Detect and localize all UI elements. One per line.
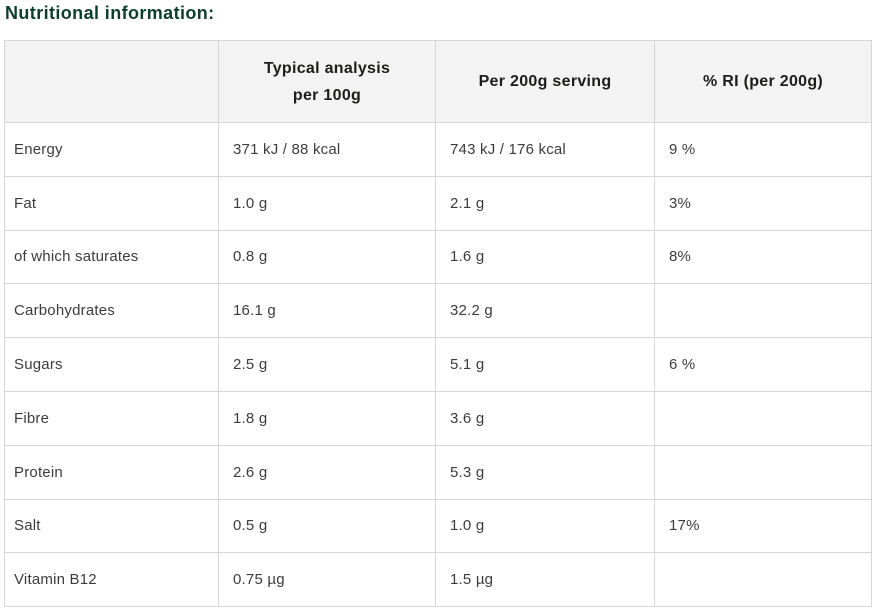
header-per-100g-line1: Typical analysis <box>263 59 391 77</box>
header-ri: % RI (per 200g) <box>654 40 872 123</box>
cell-per-200g: 32.2 g <box>435 283 655 339</box>
cell-per-100g: 0.5 g <box>218 498 436 554</box>
cell-ri <box>654 444 872 500</box>
table-row-saturates: of which saturates 0.8 g 1.6 g 8% <box>4 229 872 285</box>
cell-per-200g: 5.1 g <box>435 337 655 392</box>
cell-ri: 6 % <box>654 337 872 392</box>
cell-per-200g: 743 kJ / 176 kcal <box>435 122 655 177</box>
cell-label: of which saturates <box>4 229 219 285</box>
cell-per-200g: 3.6 g <box>435 390 655 446</box>
table-row-sugars: Sugars 2.5 g 5.1 g 6 % <box>4 337 872 392</box>
table-row-salt: Salt 0.5 g 1.0 g 17% <box>4 498 872 554</box>
cell-per-100g: 16.1 g <box>218 283 436 339</box>
cell-ri <box>654 552 872 608</box>
cell-label: Fat <box>4 175 219 231</box>
cell-per-100g: 0.75 µg <box>218 552 436 608</box>
cell-label: Protein <box>4 444 219 500</box>
table-row-energy: Energy 371 kJ / 88 kcal 743 kJ / 176 kca… <box>4 122 872 177</box>
cell-ri: 3% <box>654 175 872 231</box>
cell-ri: 8% <box>654 229 872 285</box>
header-per-100g-line2: per 100g <box>292 86 362 104</box>
page-title: Nutritional information: <box>5 3 215 23</box>
header-per-200g: Per 200g serving <box>435 40 655 123</box>
cell-label: Carbohydrates <box>4 283 219 339</box>
cell-ri: 17% <box>654 498 872 554</box>
cell-per-100g: 1.8 g <box>218 390 436 446</box>
cell-per-100g: 371 kJ / 88 kcal <box>218 122 436 177</box>
cell-per-100g: 2.5 g <box>218 337 436 392</box>
cell-label: Sugars <box>4 337 219 392</box>
cell-label: Vitamin B12 <box>4 552 219 608</box>
cell-ri: 9 % <box>654 122 872 177</box>
cell-per-200g: 5.3 g <box>435 444 655 500</box>
cell-label: Energy <box>4 122 219 177</box>
cell-ri <box>654 390 872 446</box>
cell-per-200g: 2.1 g <box>435 175 655 231</box>
table-row-carbohydrates: Carbohydrates 16.1 g 32.2 g <box>4 283 872 339</box>
cell-label: Fibre <box>4 390 219 446</box>
header-per-100g: Typical analysis per 100g <box>218 40 436 123</box>
cell-per-100g: 1.0 g <box>218 175 436 231</box>
cell-per-200g: 1.0 g <box>435 498 655 554</box>
header-nutrient <box>4 40 219 123</box>
cell-per-200g: 1.6 g <box>435 229 655 285</box>
nutrition-table: Typical analysis per 100g Per 200g servi… <box>4 40 872 608</box>
cell-label: Salt <box>4 498 219 554</box>
cell-per-100g: 0.8 g <box>218 229 436 285</box>
table-row-fibre: Fibre 1.8 g 3.6 g <box>4 390 872 446</box>
table-header-row: Typical analysis per 100g Per 200g servi… <box>4 40 872 123</box>
cell-per-100g: 2.6 g <box>218 444 436 500</box>
table-row-protein: Protein 2.6 g 5.3 g <box>4 444 872 500</box>
table-row-fat: Fat 1.0 g 2.1 g 3% <box>4 175 872 231</box>
cell-ri <box>654 283 872 339</box>
cell-per-200g: 1.5 µg <box>435 552 655 608</box>
table-row-vitamin-b12: Vitamin B12 0.75 µg 1.5 µg <box>4 552 872 608</box>
